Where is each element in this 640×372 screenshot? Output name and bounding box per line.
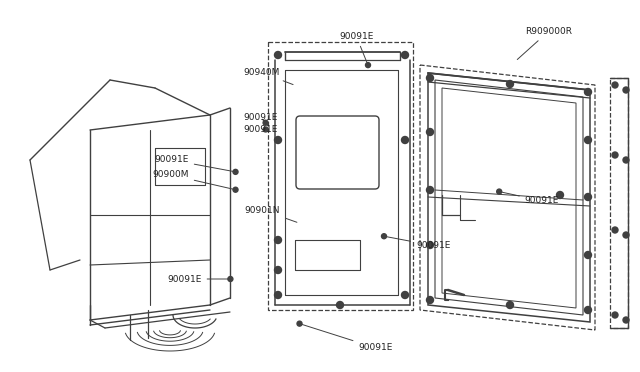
Circle shape [497,189,502,194]
Text: 90091E: 90091E [243,125,278,134]
Circle shape [612,82,618,88]
Circle shape [584,137,591,144]
Circle shape [623,317,629,323]
Circle shape [557,192,563,199]
Circle shape [337,301,344,308]
Circle shape [365,62,371,68]
Text: 90091E: 90091E [154,155,233,171]
Circle shape [426,74,433,81]
Circle shape [426,128,433,135]
Circle shape [263,120,268,125]
Text: 90940M: 90940M [243,68,293,84]
Circle shape [506,301,513,308]
Circle shape [584,307,591,314]
Circle shape [275,51,282,58]
Circle shape [426,241,433,248]
Text: 90900M: 90900M [152,170,233,189]
Circle shape [612,152,618,158]
Text: R909000R: R909000R [517,27,572,60]
Circle shape [275,266,282,273]
Circle shape [506,80,513,87]
Text: 90091E: 90091E [302,324,393,352]
Text: 90901N: 90901N [245,206,297,222]
Circle shape [584,89,591,96]
Bar [610,78,628,328]
Circle shape [275,237,282,244]
Circle shape [612,312,618,318]
Circle shape [401,292,408,298]
Circle shape [612,227,618,233]
Circle shape [297,321,302,326]
Circle shape [228,276,233,282]
Text: 90091E: 90091E [167,275,228,283]
Circle shape [263,127,268,132]
Circle shape [275,137,282,144]
Circle shape [426,186,433,193]
Circle shape [233,169,238,174]
Circle shape [584,251,591,259]
Circle shape [233,187,238,192]
Bar [268,42,413,310]
Circle shape [401,137,408,144]
Circle shape [426,296,433,304]
Text: 90091E: 90091E [339,32,374,62]
Circle shape [584,193,591,201]
Circle shape [623,87,629,93]
Circle shape [401,51,408,58]
Text: 90091E: 90091E [387,237,451,250]
Circle shape [623,157,629,163]
Circle shape [623,232,629,238]
Circle shape [275,292,282,298]
Text: 90091E: 90091E [502,192,559,205]
Circle shape [381,234,387,239]
Text: 90091E: 90091E [243,113,278,122]
